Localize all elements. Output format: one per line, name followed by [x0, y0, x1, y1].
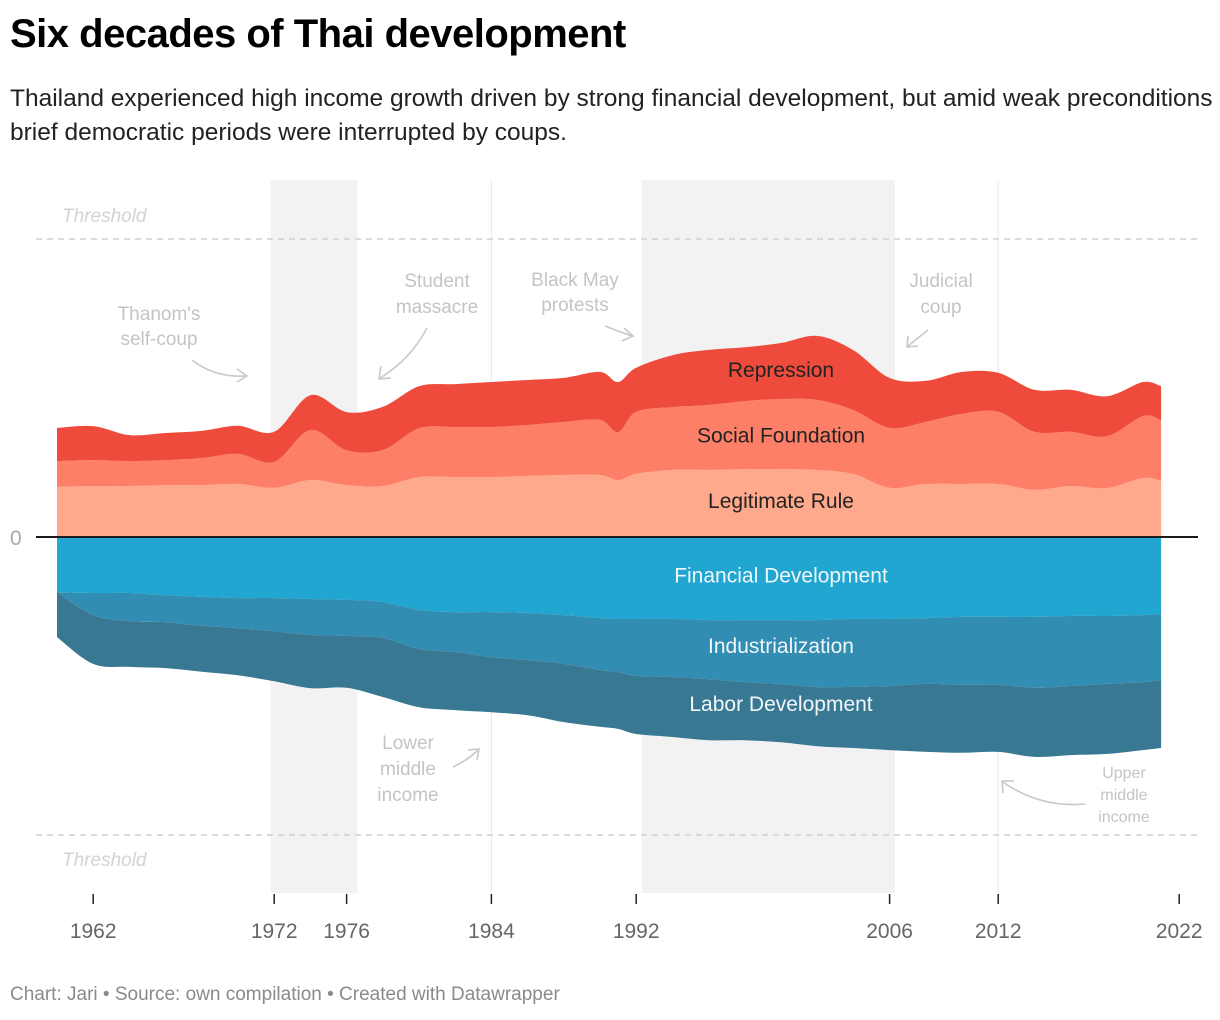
annotation-arrow [907, 329, 929, 347]
area-repression [57, 335, 1162, 463]
annotation-arrow [191, 359, 247, 377]
series-labels: Repression Social Foundation Legitimate Ru… [674, 359, 888, 716]
arrowhead-icon [236, 368, 249, 383]
annotation-text: income [377, 785, 438, 806]
annotation-text: massacre [396, 297, 478, 318]
annotation-text: coup [920, 297, 961, 318]
series-label-repression: Repression [728, 359, 834, 382]
annotation-text: middle [1100, 787, 1147, 804]
annotation-text: Thanom's [118, 304, 201, 325]
annotation-text: Lower [382, 733, 434, 754]
area-industrialization [57, 592, 1162, 688]
tick-label-2012: 2012 [975, 920, 1022, 943]
annotation-arrow [379, 327, 428, 379]
area-social-foundation [57, 398, 1162, 490]
annotation-text: Upper [1102, 765, 1146, 782]
arrowhead-icon [906, 335, 919, 348]
annotation-text: Judicial [909, 271, 972, 292]
arrowhead-icon [1001, 780, 1014, 794]
annotation-judicial: Judicial coup [906, 271, 973, 348]
annotation-text: Black May [531, 270, 619, 291]
chart-title: Six decades of Thai development [10, 12, 626, 56]
annotation-thanom: Thanom's self-coup [118, 304, 249, 383]
tick-label-1972: 1972 [251, 920, 298, 943]
arrowhead-icon [467, 748, 480, 761]
zero-axis: 0 [10, 527, 1198, 550]
series-label-financial-development: Financial Development [674, 565, 888, 588]
chart-footer: Chart: Jari • Source: own compilation • … [10, 984, 560, 1005]
tick-label-1962: 1962 [70, 920, 117, 943]
tick-label-1976: 1976 [323, 920, 370, 943]
annotation-student: Student massacre [378, 271, 478, 380]
chart-subtitle: Thailand experienced high income growth … [10, 85, 1213, 146]
area-financial-development [57, 537, 1162, 621]
arrowhead-icon [378, 365, 392, 380]
annotation-text: self-coup [120, 329, 197, 350]
area-labor-development [57, 592, 1162, 758]
annotation-text: Student [404, 271, 470, 292]
arrowhead-icon [621, 327, 635, 342]
annotation-arrow [604, 325, 633, 337]
threshold-label: Threshold [62, 850, 148, 871]
threshold-label: Threshold [62, 206, 148, 227]
annotation-text: income [1098, 809, 1150, 826]
annotations: Thanom's self-coup Student massacre Blac… [118, 270, 1150, 826]
area-legitimate-rule [57, 468, 1162, 537]
annotation-arrow [1002, 781, 1086, 806]
x-axis: 1962 1972 1976 1984 1992 2006 2012 2022 [70, 894, 1203, 943]
tick-label-2006: 2006 [866, 920, 913, 943]
annotation-text: middle [380, 759, 436, 780]
series-label-social-foundation: Social Foundation [697, 425, 865, 448]
annotation-arrow [452, 749, 479, 768]
series-label-legitimate-rule: Legitimate Rule [708, 490, 854, 513]
annotation-lower-middle-income: Lower middle income [377, 733, 480, 806]
threshold-lines: Threshold Threshold [36, 206, 1198, 871]
tick-label-1984: 1984 [468, 920, 515, 943]
tick-label-2022: 2022 [1156, 920, 1203, 943]
stream-areas [57, 335, 1162, 758]
series-label-labor-development: Labor Development [689, 693, 872, 716]
annotation-text: protests [541, 295, 609, 316]
annotation-blackmay: Black May protests [531, 270, 635, 342]
annotation-upper-middle-income: Upper middle income [1001, 765, 1150, 826]
series-label-industrialization: Industrialization [708, 635, 854, 658]
tick-label-1992: 1992 [613, 920, 660, 943]
zero-label: 0 [10, 527, 22, 550]
